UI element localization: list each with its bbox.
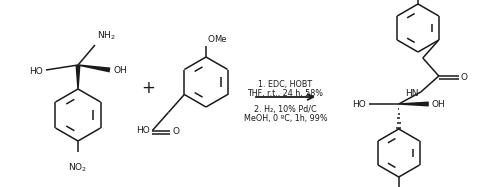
Polygon shape (399, 102, 429, 107)
Polygon shape (78, 64, 110, 73)
Text: O: O (461, 73, 468, 82)
Text: 2. H₂, 10% Pd/C: 2. H₂, 10% Pd/C (254, 105, 317, 114)
Text: Me: Me (214, 35, 226, 44)
Text: HO: HO (29, 67, 43, 76)
Text: +: + (141, 79, 155, 97)
Text: O: O (172, 127, 180, 136)
Text: HO: HO (352, 99, 366, 108)
Text: HN: HN (406, 88, 419, 97)
Text: MeOH, 0 ºC, 1h, 99%: MeOH, 0 ºC, 1h, 99% (244, 114, 328, 123)
Text: THF, r.t., 24 h, 58%: THF, r.t., 24 h, 58% (248, 89, 324, 98)
Text: NH$_2$: NH$_2$ (97, 30, 116, 42)
Polygon shape (76, 65, 80, 89)
Text: 1. EDC, HOBT: 1. EDC, HOBT (258, 80, 312, 89)
Text: HO: HO (136, 126, 150, 135)
Text: OH: OH (113, 65, 127, 74)
Text: OH: OH (432, 99, 446, 108)
Text: O: O (207, 35, 214, 44)
Text: NO$_2$: NO$_2$ (68, 161, 87, 174)
